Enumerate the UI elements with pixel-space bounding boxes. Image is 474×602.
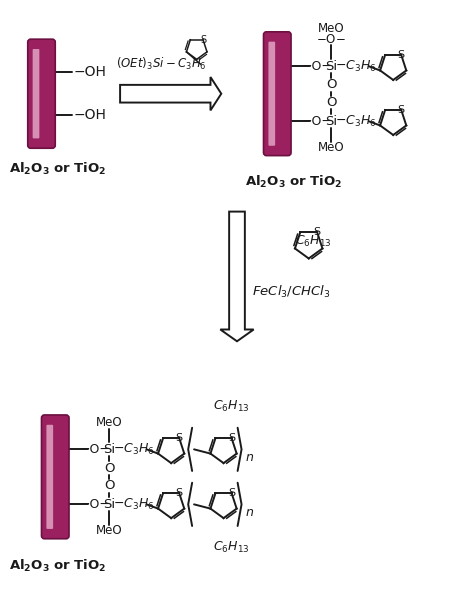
Text: Si: Si: [325, 115, 337, 128]
Text: −OH: −OH: [74, 65, 107, 79]
Text: MeO: MeO: [96, 524, 123, 538]
Text: O: O: [326, 78, 337, 92]
Text: $-C_3H_6$: $-C_3H_6$: [113, 442, 155, 457]
Text: $(OEt)_3Si-C_3H_6$: $(OEt)_3Si-C_3H_6$: [116, 56, 207, 72]
Text: O: O: [104, 462, 115, 474]
Text: S: S: [228, 433, 235, 443]
Text: S: S: [228, 488, 235, 498]
Text: −O−: −O−: [80, 498, 111, 511]
Text: $\text{−O−}$: $\text{−O−}$: [317, 33, 346, 46]
Text: $-C_3H_6$: $-C_3H_6$: [335, 58, 377, 74]
Text: $\mathbf{Al_2O_3}$ or $\mathbf{TiO_2}$: $\mathbf{Al_2O_3}$ or $\mathbf{TiO_2}$: [9, 559, 107, 574]
Polygon shape: [220, 211, 254, 341]
FancyBboxPatch shape: [46, 425, 53, 529]
Text: S: S: [200, 35, 206, 45]
FancyBboxPatch shape: [28, 39, 55, 148]
Text: $C_6H_{13}$: $C_6H_{13}$: [213, 540, 250, 555]
Text: MeO: MeO: [96, 417, 123, 429]
Text: O: O: [104, 479, 115, 492]
Text: n: n: [246, 451, 253, 464]
Text: $C_6H_{13}$: $C_6H_{13}$: [213, 399, 250, 414]
Text: S: S: [176, 433, 183, 443]
Text: Si: Si: [103, 498, 115, 511]
FancyBboxPatch shape: [268, 42, 275, 146]
FancyBboxPatch shape: [33, 49, 39, 138]
Text: S: S: [398, 50, 405, 60]
Text: $-C_3H_6$: $-C_3H_6$: [335, 114, 377, 129]
FancyBboxPatch shape: [264, 32, 291, 155]
Text: $-C_3H_6$: $-C_3H_6$: [113, 497, 155, 512]
Text: $\mathbf{Al_2O_3}$ or $\mathbf{TiO_2}$: $\mathbf{Al_2O_3}$ or $\mathbf{TiO_2}$: [245, 174, 342, 190]
Text: S: S: [176, 488, 183, 498]
Text: Si: Si: [325, 60, 337, 73]
Text: −O−: −O−: [302, 115, 333, 128]
Polygon shape: [120, 77, 221, 110]
Text: MeO: MeO: [318, 141, 345, 154]
Text: −O−: −O−: [302, 60, 333, 73]
Text: O: O: [326, 96, 337, 109]
Text: $C_6H_{13}$: $C_6H_{13}$: [295, 234, 332, 249]
Text: MeO: MeO: [318, 22, 345, 36]
Text: S: S: [314, 228, 321, 237]
Text: Si: Si: [103, 443, 115, 456]
Text: −O−: −O−: [80, 443, 111, 456]
Text: −OH: −OH: [74, 108, 107, 122]
FancyBboxPatch shape: [42, 415, 69, 539]
Text: $FeCl_3/CHCl_3$: $FeCl_3/CHCl_3$: [252, 284, 330, 300]
Text: S: S: [398, 105, 405, 115]
Text: n: n: [246, 506, 253, 519]
Text: $\mathbf{Al_2O_3}$ or $\mathbf{TiO_2}$: $\mathbf{Al_2O_3}$ or $\mathbf{TiO_2}$: [9, 161, 107, 176]
